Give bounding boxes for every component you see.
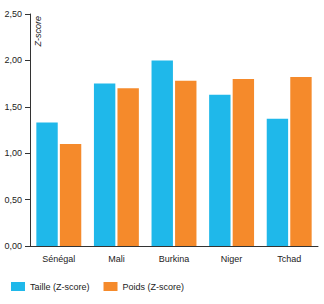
svg-text:Poids (Z-score): Poids (Z-score): [123, 282, 185, 292]
svg-text:2,00: 2,00: [4, 55, 22, 65]
svg-text:Tchad: Tchad: [277, 254, 301, 264]
svg-text:1,00: 1,00: [4, 148, 22, 158]
svg-text:Niger: Niger: [221, 254, 243, 264]
svg-text:Mali: Mali: [108, 254, 125, 264]
svg-text:1,50: 1,50: [4, 102, 22, 112]
svg-text:0,50: 0,50: [4, 195, 22, 205]
svg-text:Taille (Z-score): Taille (Z-score): [30, 282, 90, 292]
svg-text:Burkina: Burkina: [159, 254, 190, 264]
svg-text:0,00: 0,00: [4, 241, 22, 251]
svg-text:Z-score: Z-score: [33, 16, 43, 48]
svg-text:Sénégal: Sénégal: [42, 254, 75, 264]
svg-text:2,50: 2,50: [4, 9, 22, 19]
